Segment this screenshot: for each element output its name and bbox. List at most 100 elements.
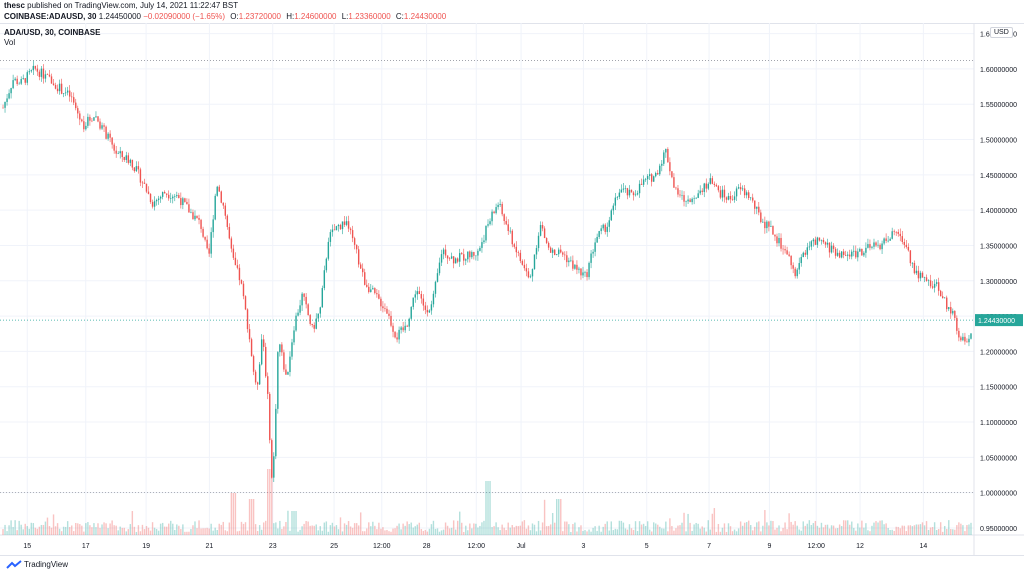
candle-body [547,242,550,248]
volume-bar [907,525,910,535]
volume-bar [683,512,685,535]
candle-body [782,248,784,250]
candle-body [646,176,649,180]
volume-bar [566,521,568,535]
candle-body [192,212,194,220]
candle-body [586,272,588,278]
volume-bar [232,493,235,535]
volume-bar [40,524,43,535]
volume-bar [250,499,253,535]
candle-body [256,382,259,385]
candle-body [168,194,170,199]
volume-bar [216,529,218,535]
volume-bar [739,521,742,535]
volume-bar [701,526,703,535]
candle-body [248,329,251,340]
candle-body [93,117,95,121]
volume-bar [412,527,414,535]
volume-bar [163,526,166,535]
candle-body [560,249,562,253]
candle-body [28,71,30,73]
candle-body [178,195,180,199]
candle-body [345,221,348,225]
candle-body [701,190,703,192]
volume-bar [745,522,748,535]
candle-body [396,337,398,340]
candle-body [919,272,922,279]
candle-body [933,283,936,288]
tradingview-brand[interactable]: TradingView [24,560,69,569]
volume-bar [568,524,570,535]
candle-body [574,264,576,269]
volume-bar [505,530,507,535]
low-value: 1.23360000 [348,12,391,21]
volume-bar [584,530,586,535]
volume-bar [353,523,356,535]
candle-body [893,231,895,232]
volume-bar [657,524,659,535]
volume-bar [408,524,410,535]
candle-body [760,212,762,223]
candle-body [297,312,299,316]
volume-bar [622,522,625,535]
volume-bar [812,523,815,535]
candle-body [71,96,73,98]
volume-bar [459,511,461,535]
candle-body [485,225,487,241]
volume-bar [139,531,142,535]
time-tick-label: 28 [423,543,431,550]
candle-body [341,221,344,230]
volume-bar [501,524,503,535]
candle-body [299,305,301,313]
volume-bar [556,499,558,535]
volume-bar [679,525,681,535]
volume-bar [596,530,598,535]
volume-bar [109,523,111,535]
candle-body [38,71,41,77]
volume-bar [115,525,117,535]
candle-body [414,294,416,298]
volume-bar [135,531,138,535]
publisher-user[interactable]: thesc [4,1,25,10]
volume-bar [384,530,386,535]
price-tick-label: 1.40000000 [980,208,1017,215]
volume-bar [133,526,136,535]
volume-bar [774,529,776,535]
volume-bar [85,523,87,535]
volume-bar [200,528,202,535]
volume-bar [883,524,885,535]
candle-body [477,250,479,256]
price-chart[interactable]: 1.650000001.600000001.550000001.50000000… [0,23,1024,555]
candle-body [4,101,6,108]
candle-body [133,167,136,172]
tradingview-logo-icon[interactable] [6,560,22,570]
candle-body [851,251,853,257]
currency-badge[interactable]: USD [990,27,1013,38]
candle-body [236,265,239,268]
candle-body [147,191,150,194]
volume-bar [537,520,540,535]
candle-body [246,309,249,330]
volume-bar [275,522,277,535]
volume-bar [107,528,109,535]
candle-body [376,293,378,295]
candle-body [83,121,85,130]
volume-bar [291,511,293,535]
candle-body [659,165,661,175]
volume-bar [901,525,903,535]
volume-bar [20,524,22,535]
volume-bar [933,522,936,535]
volume-bar [834,528,837,535]
candle-body [262,339,265,347]
volume-bar [725,531,728,535]
candle-body [66,90,69,93]
volume-bar [206,527,208,535]
volume-bar [240,521,243,535]
candle-body [606,226,608,232]
volume-bar [279,520,281,535]
volume-bar [8,525,10,535]
volume-bar [830,525,833,535]
candle-body [135,166,138,172]
volume-bar [786,529,788,535]
last-price-label: 1.24430000 [978,318,1015,325]
